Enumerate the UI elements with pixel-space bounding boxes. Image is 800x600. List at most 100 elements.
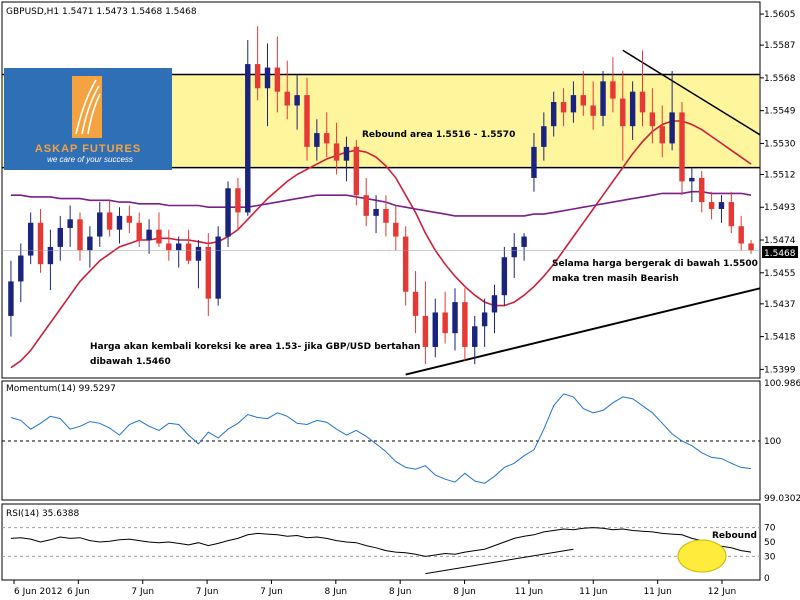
rsi-tick-label: 0 [764, 574, 770, 584]
time-tick-label: 11 Jun [515, 587, 543, 597]
candle-body [57, 227, 63, 247]
logo-brand: ASKAP FUTURES [35, 143, 141, 155]
candle-body [570, 95, 577, 113]
logo-tagline: we care of your success [47, 155, 133, 164]
candle-body [67, 219, 73, 228]
candle-body [639, 91, 646, 113]
candle-body [511, 246, 517, 258]
time-tick-label: 11 Jun [579, 587, 607, 597]
candle-body [353, 146, 360, 196]
candle-body [254, 64, 261, 89]
candle-body [77, 219, 83, 251]
bearish-note-line1: Selama harga bergerak di bawah 1.5500 [552, 259, 758, 269]
candle-body [501, 257, 508, 296]
candle-body [373, 208, 379, 216]
rsi-rebound-note: Rebound [712, 531, 757, 541]
price-tick-label: 1.5455 [764, 269, 796, 279]
candle-body [669, 112, 675, 144]
symbol-readout: GBPUSD,H1 1.5471 1.5473 1.5468 1.5468 [6, 7, 197, 17]
candle-body [718, 202, 725, 209]
candle-body [728, 202, 735, 227]
candle-body [738, 226, 744, 244]
candle-body [393, 222, 399, 237]
momentum-tick-label: 100 [764, 437, 781, 447]
candle-body [205, 246, 212, 299]
candle-body [442, 312, 448, 334]
resistance-trend-line [622, 49, 761, 136]
momentum-tick-label: 100.9862 [764, 379, 800, 389]
rsi-panel-frame [1, 503, 761, 581]
candle-body [18, 255, 24, 282]
rsi-tick-label: 70 [764, 524, 776, 534]
candle-body [87, 236, 93, 251]
candle-body [47, 246, 54, 265]
candle-body [156, 229, 162, 244]
candle-body [452, 302, 458, 334]
candle-body [333, 143, 340, 161]
candle-body [481, 312, 488, 327]
momentum-line [10, 393, 752, 484]
candle-body [136, 222, 142, 241]
price-tick-label: 1.5549 [764, 107, 796, 117]
rebound-area-note: Rebound area 1.5516 - 1.5570 [362, 130, 515, 140]
price-tick-label: 1.5474 [764, 236, 796, 246]
candle-body [412, 291, 419, 316]
price-panel: 1.5605 1.5587 1.5568 1.5549 1.5530 1.5512 1.54… [1, 1, 796, 379]
time-tick-label: 8 Jun [389, 587, 412, 597]
candle-body [649, 112, 656, 127]
candle-body [462, 302, 468, 347]
askap-logo: ASKAP FUTURES we care of your success [4, 68, 172, 170]
candle-body [699, 177, 705, 203]
candle-body [689, 177, 695, 182]
time-tick-label: 8 Jun [324, 587, 347, 597]
candle-body [195, 246, 202, 261]
candle-body [472, 326, 478, 347]
time-tick-label: 7 Jun [131, 587, 154, 597]
rsi-line [10, 527, 752, 557]
candle-body [245, 64, 251, 213]
candle-body [324, 133, 330, 144]
momentum-title: Momentum(14) 99.5297 [6, 384, 116, 394]
correction-note-line1: Harga akan kembali koreksi ke area 1.53-… [90, 342, 420, 352]
price-tick-label: 1.5568 [764, 74, 796, 84]
fast-moving-average-line [10, 120, 752, 369]
candle-body [432, 312, 438, 347]
candle-body [659, 126, 665, 144]
candle-body [126, 215, 133, 223]
candle-body [363, 195, 369, 216]
candle-body [97, 212, 103, 237]
candle-body [580, 95, 587, 106]
time-tick-label: 6 Jun [67, 587, 90, 597]
time-axis: 6 Jun 2012 6 Jun 7 Jun 7 Jun 7 Jun 8 Jun 8 Jun… [13, 580, 736, 597]
candle-body [27, 222, 34, 256]
price-tick-label: 1.5530 [764, 139, 796, 149]
candle-body [106, 212, 113, 230]
price-tick-label: 1.5605 [764, 10, 796, 20]
candle-body [166, 243, 172, 251]
candle-body [541, 126, 547, 147]
candle-body [175, 243, 182, 251]
candle-body [560, 102, 567, 113]
candle-body [37, 222, 44, 265]
momentum-tick-label: 99.0302 [764, 494, 800, 504]
candle-body [422, 315, 429, 347]
candle-body [620, 98, 626, 127]
slow-moving-average-line [10, 190, 752, 217]
time-tick-label: 11 Jun [643, 587, 671, 597]
candle-body [314, 133, 320, 147]
time-tick-label: 6 Jun 2012 [14, 587, 62, 597]
candle-body [629, 91, 636, 127]
candle-body [225, 188, 231, 237]
candle-body [610, 81, 616, 99]
candle-body [491, 295, 498, 313]
candle-body [383, 208, 389, 223]
bearish-note-line2: maka tren masih Bearish [552, 274, 679, 284]
rsi-title: RSI(14) 35.6388 [6, 509, 79, 519]
price-tick-label: 1.5418 [764, 333, 796, 343]
candle-body [116, 215, 123, 230]
candle-body [264, 67, 271, 89]
rsi-tick-label: 50 [764, 538, 776, 548]
rsi-tick-label: 30 [764, 552, 776, 562]
correction-note-line2: dibawah 1.5460 [90, 357, 171, 367]
